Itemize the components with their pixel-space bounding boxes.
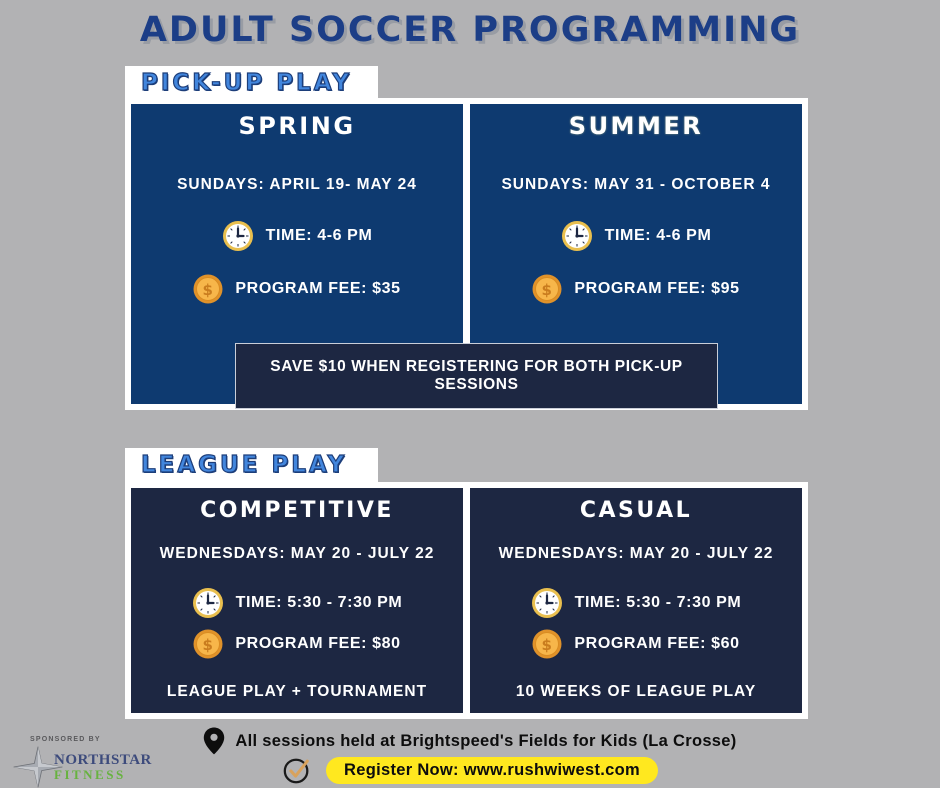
section-label-pickup: PICK-UP PLAY bbox=[125, 66, 378, 100]
section-label-league-text: LEAGUE PLAY bbox=[140, 451, 348, 478]
panel-summer-title: SUMMER bbox=[568, 112, 704, 140]
sponsor-prefix: SPONSORED BY bbox=[30, 736, 101, 743]
panel-competitive-days: WEDNESDAYS: MAY 20 - JULY 22 bbox=[159, 545, 435, 562]
northstar-compass-icon bbox=[12, 745, 64, 788]
panel-summer-fee: PROGRAM FEE: $95 bbox=[574, 280, 740, 297]
page-title: ADULT SOCCER PROGRAMMING bbox=[139, 10, 801, 50]
sponsor-name-bottom: FITNESS bbox=[54, 766, 126, 782]
clock-icon bbox=[222, 220, 254, 252]
panel-competitive-time: TIME: 5:30 - 7:30 PM bbox=[235, 594, 403, 611]
dollar-coin-icon: $ bbox=[532, 629, 562, 659]
section-label-pickup-text: PICK-UP PLAY bbox=[140, 69, 352, 96]
panel-competitive-fee-row: $ PROGRAM FEE: $80 bbox=[193, 629, 400, 659]
panel-casual-time-row: TIME: 5:30 - 7:30 PM bbox=[531, 587, 742, 619]
panel-summer-time: TIME: 4-6 PM bbox=[604, 227, 712, 244]
svg-text:$: $ bbox=[542, 281, 553, 299]
register-link[interactable]: Register Now: www.rushwiwest.com bbox=[326, 756, 658, 784]
section-label-league: LEAGUE PLAY bbox=[125, 448, 378, 482]
panel-spring-fee-row: $ PROGRAM FEE: $35 bbox=[193, 274, 400, 304]
clock-icon bbox=[561, 220, 593, 252]
league-container: COMPETITIVE WEDNESDAYS: MAY 20 - JULY 22 bbox=[125, 482, 808, 719]
svg-text:$: $ bbox=[203, 281, 214, 299]
checkmark-icon bbox=[282, 755, 312, 785]
panel-casual-note: 10 WEEKS OF LEAGUE PLAY bbox=[515, 683, 757, 700]
panel-spring-days: SUNDAYS: APRIL 19- MAY 24 bbox=[177, 176, 417, 193]
panel-competitive-time-row: TIME: 5:30 - 7:30 PM bbox=[192, 587, 403, 619]
sponsor-name-top: NORTHSTAR bbox=[54, 751, 152, 768]
location-pin-icon bbox=[203, 727, 225, 755]
sponsor-name: NORTHSTAR FITNESS bbox=[54, 751, 152, 782]
panel-casual-fee-row: $ PROGRAM FEE: $60 bbox=[532, 629, 739, 659]
sponsor-block: SPONSORED BY NORTHSTAR FITNESS bbox=[12, 736, 151, 788]
panel-casual-title: CASUAL bbox=[579, 498, 693, 523]
svg-text:$: $ bbox=[203, 636, 214, 654]
panel-spring-fee: PROGRAM FEE: $35 bbox=[235, 280, 401, 297]
clock-icon bbox=[192, 587, 224, 619]
dollar-coin-icon: $ bbox=[193, 274, 223, 304]
dollar-coin-icon: $ bbox=[532, 274, 562, 304]
panel-spring-time: TIME: 4-6 PM bbox=[265, 227, 373, 244]
location-text: All sessions held at Brightspeed's Field… bbox=[235, 731, 737, 750]
panel-summer-time-row: TIME: 4-6 PM bbox=[561, 220, 712, 252]
dollar-coin-icon: $ bbox=[193, 629, 223, 659]
save-banner: SAVE $10 WHEN REGISTERING FOR BOTH PICK-… bbox=[235, 343, 718, 409]
panel-spring: SPRING SUNDAYS: APRIL 19- MAY 24 bbox=[131, 104, 463, 404]
panel-summer-fee-row: $ PROGRAM FEE: $95 bbox=[532, 274, 739, 304]
panel-casual-time: TIME: 5:30 - 7:30 PM bbox=[574, 594, 742, 611]
clock-icon bbox=[531, 587, 563, 619]
panel-competitive-title: COMPETITIVE bbox=[200, 498, 394, 523]
panel-competitive-note: LEAGUE PLAY + TOURNAMENT bbox=[166, 683, 428, 700]
panel-summer-days: SUNDAYS: MAY 31 - OCTOBER 4 bbox=[501, 176, 771, 193]
location-row: All sessions held at Brightspeed's Field… bbox=[0, 727, 940, 755]
panel-competitive: COMPETITIVE WEDNESDAYS: MAY 20 - JULY 22 bbox=[131, 488, 463, 713]
panel-casual: CASUAL WEDNESDAYS: MAY 20 - JULY 22 bbox=[470, 488, 802, 713]
register-row: Register Now: www.rushwiwest.com bbox=[0, 755, 940, 785]
panel-casual-fee: PROGRAM FEE: $60 bbox=[574, 635, 740, 652]
panel-spring-time-row: TIME: 4-6 PM bbox=[222, 220, 373, 252]
panel-spring-title: SPRING bbox=[238, 112, 356, 140]
panel-casual-days: WEDNESDAYS: MAY 20 - JULY 22 bbox=[498, 545, 774, 562]
panel-competitive-fee: PROGRAM FEE: $80 bbox=[235, 635, 401, 652]
svg-text:$: $ bbox=[542, 636, 553, 654]
